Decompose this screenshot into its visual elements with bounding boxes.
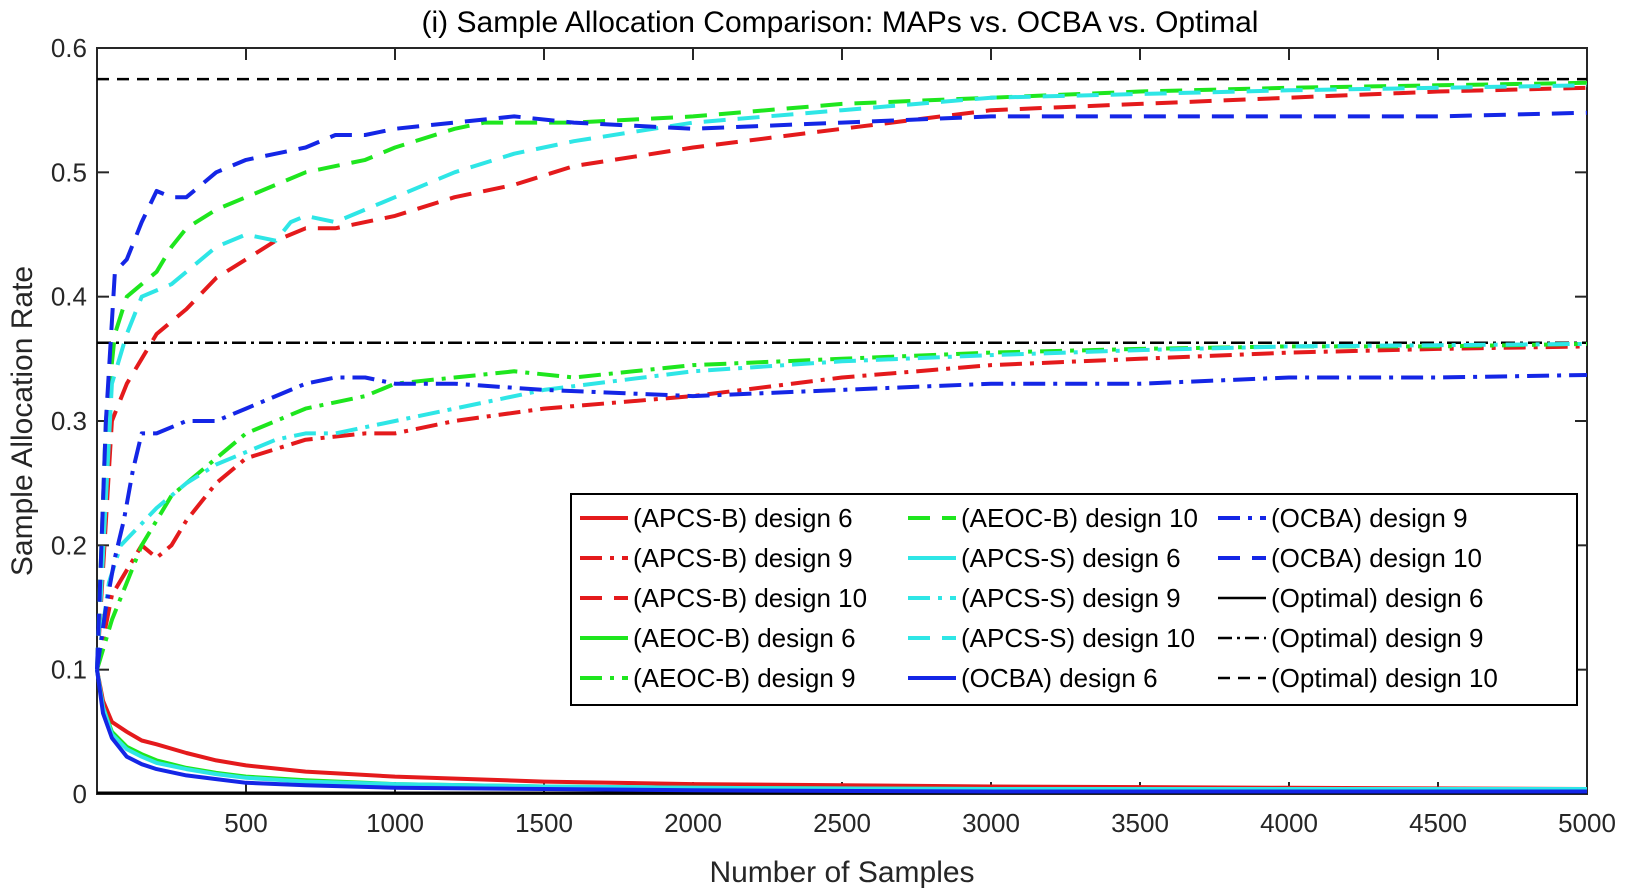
legend-label-10: (OCBA) design 9: [1271, 503, 1468, 533]
legend-label-13: (Optimal) design 9: [1271, 623, 1483, 653]
y-tick-label: 0.2: [51, 530, 87, 560]
y-tick-label: 0.5: [51, 157, 87, 187]
legend-label-11: (OCBA) design 10: [1271, 543, 1482, 573]
series-line-0: [95, 669, 1588, 791]
series-line-4: [95, 341, 1588, 671]
series-layer: [95, 77, 1588, 795]
series-line-6: [95, 669, 1587, 791]
legend-label-14: (Optimal) design 10: [1271, 663, 1498, 693]
series-line-9: [95, 669, 1587, 794]
legend-label-7: (APCS-S) design 9: [961, 583, 1181, 613]
legend-label-3: (AEOC-B) design 6: [633, 623, 856, 653]
x-axis: 500 1000 1500 2000 2500 3000 3500 4000 4500 5000: [224, 48, 1616, 838]
x-tick-label: 4500: [1409, 808, 1467, 838]
legend-box: [570, 493, 1578, 706]
legend: (APCS-B) design 6 (APCS-B) design 9 (APCS-…: [570, 493, 1578, 706]
x-tick-label: 4000: [1260, 808, 1318, 838]
series-line-11: [95, 110, 1588, 670]
x-tick-label: 5000: [1558, 808, 1616, 838]
y-tick-label: 0.4: [51, 282, 87, 312]
legend-label-1: (APCS-B) design 9: [633, 543, 853, 573]
x-axis-title: Number of Samples: [709, 856, 974, 889]
series-line-8: [95, 83, 1588, 670]
legend-label-8: (APCS-S) design 10: [961, 623, 1195, 653]
legend-label-12: (Optimal) design 6: [1271, 583, 1483, 613]
series-line-2: [95, 85, 1588, 670]
x-tick-label: 3500: [1111, 808, 1169, 838]
y-axis: 0 0.1 0.2 0.3 0.4 0.5 0.6: [51, 33, 1587, 809]
series-line-1: [95, 344, 1588, 671]
legend-label-6: (APCS-S) design 6: [961, 543, 1181, 573]
legend-label-4: (AEOC-B) design 9: [633, 663, 856, 693]
x-tick-label: 2500: [813, 808, 871, 838]
legend-label-5: (AEOC-B) design 10: [961, 503, 1198, 533]
y-axis-title: Sample Allocation Rate: [6, 266, 39, 576]
legend-label-9: (OCBA) design 6: [961, 663, 1158, 693]
x-tick-label: 2000: [664, 808, 722, 838]
y-tick-label: 0.3: [51, 406, 87, 436]
x-tick-label: 1500: [515, 808, 573, 838]
series-line-10: [95, 373, 1588, 670]
series-line-5: [95, 80, 1588, 670]
x-tick-label: 3000: [962, 808, 1020, 838]
chart-title: (i) Sample Allocation Comparison: MAPs v…: [422, 6, 1259, 39]
x-tick-label: 500: [224, 808, 267, 838]
y-tick-label: 0.1: [51, 655, 87, 685]
y-tick-label: 0: [73, 779, 87, 809]
x-tick-label: 1000: [366, 808, 424, 838]
legend-label-2: (APCS-B) design 10: [633, 583, 867, 613]
y-tick-label: 0.6: [51, 33, 87, 63]
legend-label-0: (APCS-B) design 6: [633, 503, 853, 533]
